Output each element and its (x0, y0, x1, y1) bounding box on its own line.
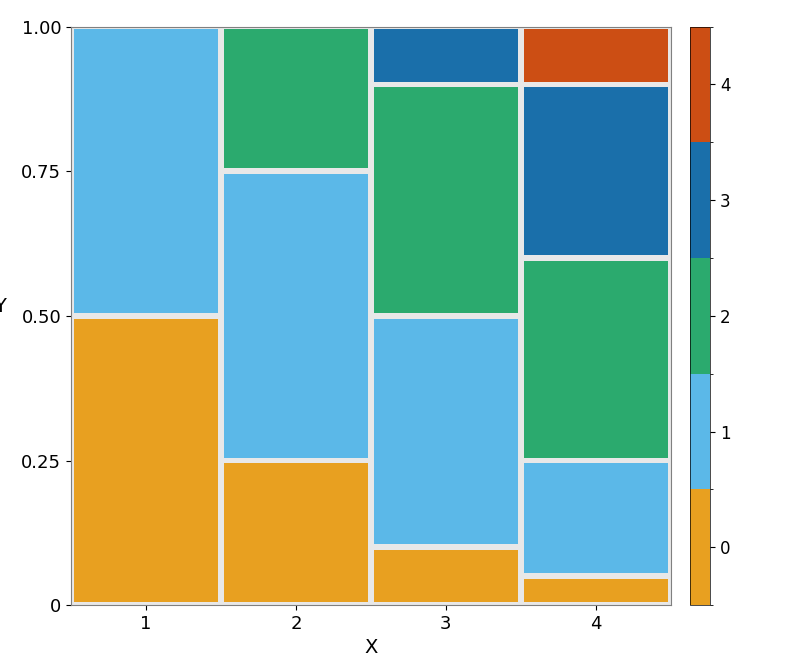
Bar (524, 29, 667, 82)
Bar (524, 579, 667, 602)
Bar (524, 87, 667, 255)
Y-axis label: Y: Y (0, 297, 6, 316)
Bar (374, 319, 518, 545)
Bar (374, 29, 518, 82)
Bar (224, 174, 368, 458)
Bar (74, 319, 218, 602)
Bar (224, 29, 368, 168)
Bar (74, 29, 218, 313)
Bar (374, 87, 518, 313)
Bar (524, 464, 667, 573)
X-axis label: X: X (365, 638, 377, 658)
Bar (524, 261, 667, 458)
Bar (224, 464, 368, 602)
Bar (374, 550, 518, 602)
